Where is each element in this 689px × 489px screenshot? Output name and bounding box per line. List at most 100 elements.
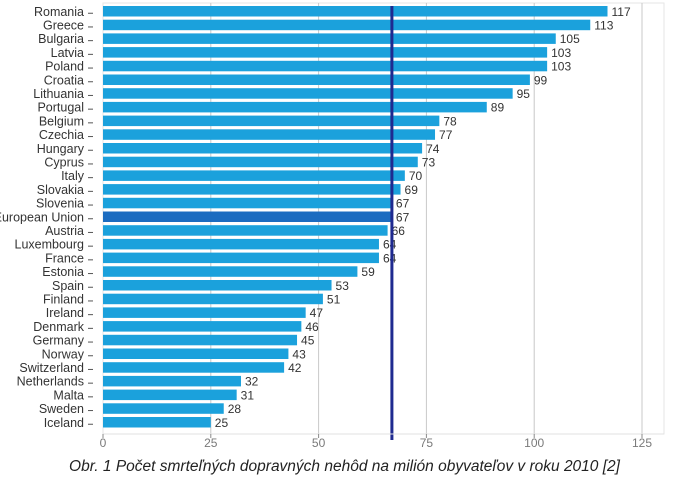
value-label-greece: 113	[594, 18, 613, 32]
bar-malta	[103, 389, 237, 401]
bar-netherlands	[103, 375, 241, 387]
bar-iceland	[103, 417, 211, 428]
bar-slovakia	[103, 184, 401, 195]
value-label-lithuania: 95	[517, 87, 531, 101]
value-label-netherlands: 32	[245, 375, 259, 389]
value-label-slovakia: 69	[405, 183, 419, 197]
x-tick-label-0: 0	[100, 436, 107, 450]
bar-finland	[103, 293, 323, 305]
value-label-poland: 103	[551, 60, 571, 74]
bar-chart: RomaniaGreeceBulgariaLatviaPolandCroatia…	[0, 2, 665, 450]
value-label-cyprus: 73	[422, 155, 436, 169]
value-label-latvia: 103	[551, 46, 571, 60]
category-label-netherlands: Netherlands	[17, 375, 84, 389]
bars	[103, 6, 608, 428]
value-label-malta: 31	[241, 388, 255, 402]
x-tick-label-125: 125	[632, 436, 652, 450]
category-label-germany: Germany	[33, 334, 85, 348]
category-label-sweden: Sweden	[39, 402, 84, 416]
value-label-finland: 51	[327, 292, 341, 306]
value-label-portugal: 89	[491, 101, 505, 115]
category-label-denmark: Denmark	[33, 320, 84, 334]
x-tick-label-25: 25	[204, 436, 218, 450]
value-label-bulgaria: 105	[560, 32, 580, 46]
category-label-slovakia: Slovakia	[37, 183, 84, 197]
value-label-czechia: 77	[439, 128, 453, 142]
category-label-greece: Greece	[43, 18, 84, 32]
category-label-slovenia: Slovenia	[36, 197, 84, 211]
bar-european-union	[103, 211, 392, 222]
value-label-austria: 66	[392, 224, 406, 238]
value-label-france: 64	[383, 251, 397, 265]
category-label-malta: Malta	[53, 388, 84, 402]
bar-ireland	[103, 307, 306, 318]
bar-luxembourg	[103, 238, 379, 250]
category-label-european-union: European Union	[0, 210, 84, 224]
category-label-switzerland: Switzerland	[19, 361, 84, 375]
bar-denmark	[103, 321, 302, 332]
category-label-cyprus: Cyprus	[44, 155, 84, 169]
value-label-germany: 45	[301, 334, 315, 348]
value-label-european-union: 67	[396, 210, 410, 224]
bar-lithuania	[103, 88, 513, 99]
value-label-iceland: 25	[215, 416, 229, 430]
category-label-belgium: Belgium	[39, 114, 84, 128]
value-label-spain: 53	[336, 279, 350, 293]
value-label-belgium: 78	[443, 114, 457, 128]
bar-sweden	[103, 403, 224, 414]
category-label-portugal: Portugal	[37, 101, 84, 115]
x-tick-label-50: 50	[312, 436, 326, 450]
bar-czechia	[103, 129, 436, 140]
bar-belgium	[103, 115, 440, 127]
category-label-france: France	[45, 251, 84, 265]
bar-france	[103, 252, 379, 264]
bar-croatia	[103, 74, 530, 85]
value-label-estonia: 59	[361, 265, 375, 279]
x-tick-label-100: 100	[524, 436, 544, 450]
figure-caption: Obr. 1 Počet smrteľných dopravných nehôd…	[69, 458, 620, 475]
bar-norway	[103, 348, 289, 359]
value-label-hungary: 74	[426, 142, 440, 156]
value-label-romania: 117	[612, 5, 631, 19]
category-label-austria: Austria	[45, 224, 84, 238]
category-label-lithuania: Lithuania	[33, 87, 84, 101]
bar-germany	[103, 334, 298, 346]
bar-poland	[103, 60, 548, 72]
bar-cyprus	[103, 156, 418, 168]
category-label-luxembourg: Luxembourg	[15, 238, 85, 252]
category-label-poland: Poland	[45, 60, 84, 74]
category-label-norway: Norway	[42, 347, 85, 361]
category-label-czechia: Czechia	[39, 128, 84, 142]
category-label-romania: Romania	[34, 5, 84, 19]
bar-estonia	[103, 266, 358, 277]
bar-italy	[103, 170, 405, 181]
category-label-iceland: Iceland	[44, 416, 84, 430]
category-label-bulgaria: Bulgaria	[38, 32, 84, 46]
bar-latvia	[103, 47, 548, 58]
bar-bulgaria	[103, 33, 556, 44]
x-tick-label-75: 75	[420, 436, 434, 450]
value-label-sweden: 28	[228, 402, 242, 416]
value-label-norway: 43	[292, 347, 306, 361]
bar-portugal	[103, 101, 487, 113]
value-label-luxembourg: 64	[383, 238, 397, 252]
value-label-italy: 70	[409, 169, 423, 183]
value-label-slovenia: 67	[396, 197, 410, 211]
category-label-italy: Italy	[61, 169, 85, 183]
category-label-croatia: Croatia	[44, 73, 84, 87]
value-label-ireland: 47	[310, 306, 324, 320]
bar-austria	[103, 225, 388, 236]
category-label-hungary: Hungary	[37, 142, 85, 156]
category-label-estonia: Estonia	[42, 265, 84, 279]
category-label-latvia: Latvia	[51, 46, 84, 60]
value-label-switzerland: 42	[288, 361, 302, 375]
bar-hungary	[103, 143, 423, 154]
category-label-spain: Spain	[52, 279, 84, 293]
x-axis-ticks: 0 25 50 75 100 125	[100, 433, 664, 450]
bar-spain	[103, 280, 332, 291]
bar-slovenia	[103, 197, 392, 209]
value-labels: 1171131051031039995897877747370696767666…	[215, 5, 631, 430]
category-label-finland: Finland	[43, 292, 84, 306]
category-label-ireland: Ireland	[46, 306, 84, 320]
category-labels: RomaniaGreeceBulgariaLatviaPolandCroatia…	[0, 5, 93, 430]
